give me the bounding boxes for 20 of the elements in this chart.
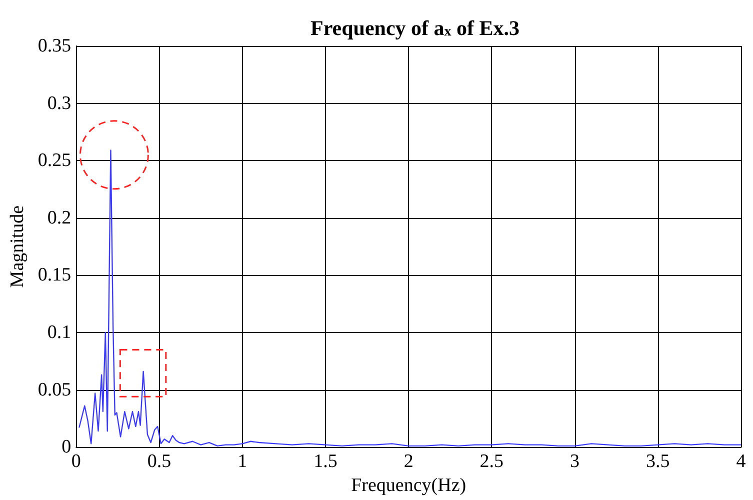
x-tick-label: 1.5 <box>314 451 338 472</box>
line-series <box>78 150 742 447</box>
chart-title: Frequency of ax of Ex.3 <box>310 16 520 40</box>
x-tick-label: 4 <box>736 451 746 472</box>
y-axis-title: Magnitude <box>7 205 28 288</box>
x-tick-label: 2 <box>404 451 414 472</box>
y-tick-label: 0.35 <box>38 36 72 56</box>
y-tick-label: 0.15 <box>38 264 72 286</box>
x-tick-label: 2.5 <box>480 451 504 472</box>
y-tick-label: 0 <box>62 436 72 458</box>
x-tick-label: 3.5 <box>646 451 670 472</box>
y-tick-label: 0.1 <box>47 322 72 343</box>
y-tick-label: 0.2 <box>47 207 72 228</box>
x-tick-label: 0.5 <box>147 451 172 472</box>
y-tick-label: 0.25 <box>38 150 72 172</box>
y-tick-label: 0.3 <box>47 92 72 114</box>
y-tick-label: 0.05 <box>38 379 72 400</box>
x-tick-label: 1 <box>238 451 248 472</box>
x-tick-label: 3 <box>570 451 580 472</box>
x-axis-title: Frequency(Hz) <box>351 475 466 496</box>
